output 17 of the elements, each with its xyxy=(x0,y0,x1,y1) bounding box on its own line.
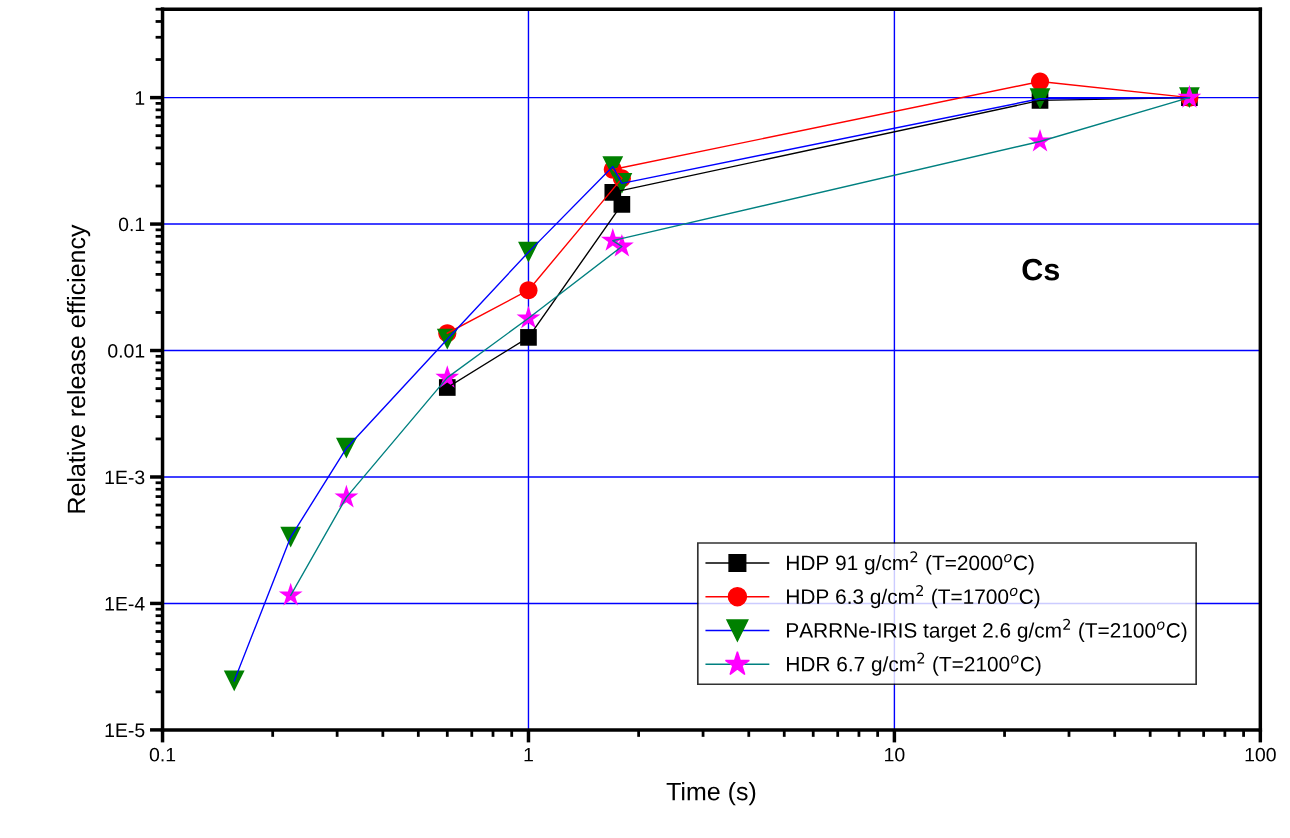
y-axis-title: Relative release efficiency xyxy=(66,224,91,513)
annotation: Cs xyxy=(1022,258,1060,281)
legend-label: HDP 6.3 g/cm$^{2}$ (T=1700$^{o}$C) xyxy=(787,585,1040,609)
x-tick-label: 0.1 xyxy=(149,747,176,762)
y-tick-label: 1 xyxy=(135,91,145,105)
y-tick-label: 1E-5 xyxy=(105,723,145,738)
x-axis-title: Time (s) xyxy=(666,782,756,806)
x-tick-label: 1 xyxy=(524,747,533,762)
y-tick-label: 1E-3 xyxy=(105,470,145,485)
y-tick-label: 0.01 xyxy=(108,343,145,358)
legend-label: HDP 91 g/cm$^{2}$ (T=2000$^{o}$C) xyxy=(787,551,1034,575)
x-tick-label: 10 xyxy=(885,747,905,762)
y-tick-label: 0.1 xyxy=(118,217,145,232)
legend-label: PARRNe-IRIS target 2.6 g/cm$^{2}$ (T=2100$^{o}$C) xyxy=(787,618,1187,642)
y-tick-label: 1E-4 xyxy=(105,597,145,611)
legend-label: HDR 6.7 g/cm$^{2}$ (T=2100$^{o}$C) xyxy=(787,652,1041,676)
x-tick-label: 100 xyxy=(1245,747,1276,762)
